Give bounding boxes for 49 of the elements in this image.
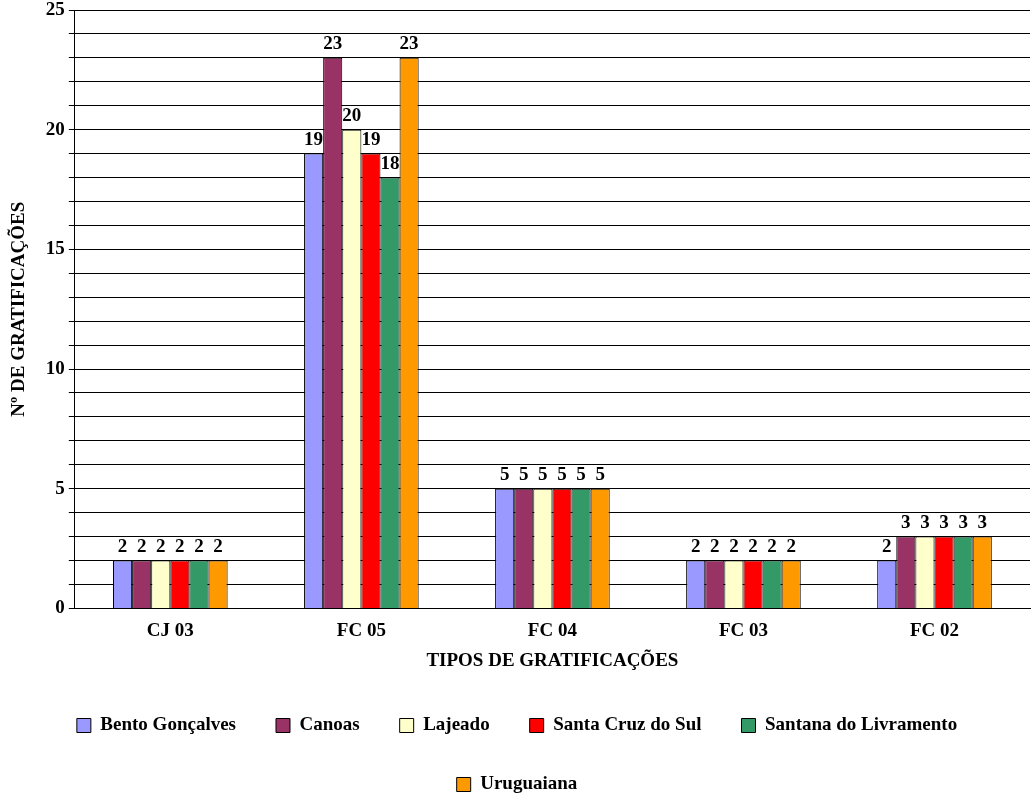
data-label: 19	[361, 128, 381, 150]
data-label: 5	[557, 463, 567, 485]
data-label: 3	[977, 511, 987, 532]
x-tick-label: FC 05	[336, 618, 386, 640]
x-tick-label: FC 02	[909, 618, 960, 640]
legend-label: Bento Gonçalves	[100, 713, 236, 735]
data-label: 2	[881, 534, 892, 556]
x-tick-label: FC 04	[527, 618, 578, 640]
y-tick-label: 10	[45, 356, 65, 378]
data-label: 2	[156, 534, 166, 556]
data-label: 19	[304, 128, 324, 150]
y-tick-label: 0	[55, 596, 65, 618]
data-label: 3	[920, 511, 930, 532]
data-label: 2	[136, 534, 147, 556]
data-label: 5	[595, 463, 605, 485]
x-axis-title: TIPOS DE GRATIFICAÇÕES	[426, 648, 679, 670]
data-label: 5	[576, 463, 586, 485]
legend-label: Lajeado	[423, 713, 490, 735]
data-label: 23	[399, 32, 419, 54]
x-tick-label: FC 03	[718, 618, 768, 640]
data-label: 2	[710, 534, 720, 556]
data-label: 18	[380, 151, 400, 173]
data-label: 2	[767, 534, 777, 556]
data-label: 2	[117, 534, 128, 556]
y-tick-label: 15	[45, 237, 65, 259]
x-tick-label: CJ 03	[146, 618, 194, 640]
data-label: 5	[518, 463, 529, 485]
legend-label: Canoas	[299, 713, 360, 735]
data-label: 2	[729, 534, 739, 556]
data-label: 2	[213, 534, 223, 556]
data-label: 5	[538, 463, 548, 485]
data-label: 2	[786, 534, 796, 556]
legend-label: Uruguaiana	[480, 772, 578, 794]
data-label: 3	[901, 511, 911, 532]
data-label: 3	[958, 511, 968, 532]
y-axis-title: Nº DE GRATIFICAÇÕES	[7, 201, 29, 417]
data-label: 20	[342, 104, 362, 126]
data-label: 3	[939, 511, 949, 532]
data-label: 5	[499, 463, 510, 485]
data-label: 2	[748, 534, 758, 556]
y-tick-label: 25	[45, 0, 65, 19]
data-label: 2	[690, 534, 701, 556]
data-label: 2	[194, 534, 204, 556]
legend-label: Santa Cruz do Sul	[553, 713, 702, 735]
legend-label: Santana do Livramento	[765, 713, 958, 735]
data-label: 23	[323, 32, 343, 54]
data-label: 2	[175, 534, 185, 556]
y-tick-label: 20	[45, 117, 65, 139]
y-tick-label: 5	[55, 476, 65, 498]
